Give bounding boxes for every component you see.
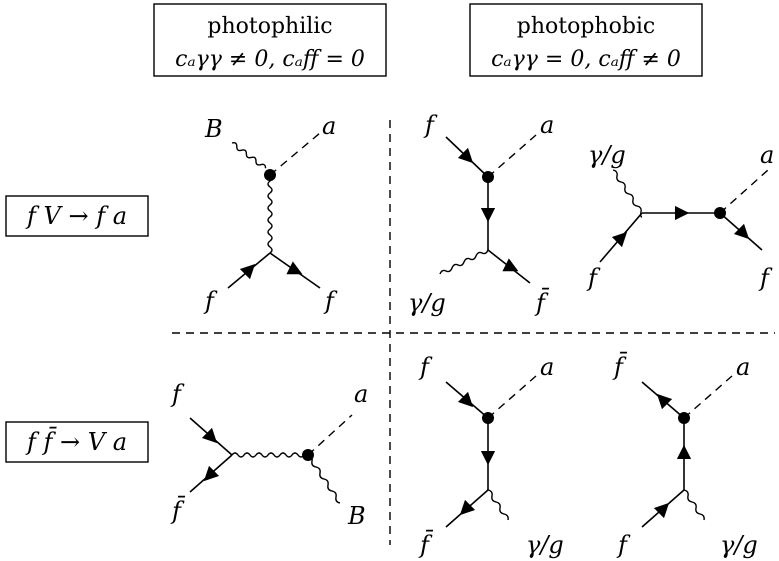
label-gamma-g: γ/g (588, 141, 626, 169)
header-photophilic-box (153, 3, 387, 77)
label-gamma-g: γ/g (408, 289, 446, 317)
photon-gluon-line (612, 169, 643, 218)
process-label-row2: f f̄ → V a (5, 421, 149, 463)
header-photophobic: photophobic cₐγγ = 0, cₐff ≠ 0 (469, 3, 703, 77)
diagram-photophobic-ffbar-Va-1: f a f̄ γ/g (418, 353, 564, 559)
label-f-out: f (758, 264, 773, 292)
label-a: a (540, 353, 554, 381)
label-a: a (354, 380, 368, 408)
diagram-photophilic-fV-fa: B a f f (203, 112, 338, 315)
antifermion-arrow (656, 393, 673, 410)
diagram-photophilic-ffbar-Va: f f̄ a B (170, 380, 368, 530)
label-a: a (736, 353, 750, 381)
diagram-photophobic-fV-fa-s: γ/g a f f (586, 141, 774, 292)
axion-line (487, 134, 537, 178)
label-f: f (586, 264, 601, 292)
fermion-in-arrow (239, 263, 256, 280)
header-photophobic-condition: cₐγγ = 0, cₐff ≠ 0 (491, 47, 681, 72)
label-B: B (347, 502, 366, 530)
fermion-in-arrow (611, 231, 628, 248)
fermion-in-arrow (201, 427, 218, 444)
label-f: f (616, 531, 631, 559)
boson-propagator-vertical (267, 174, 273, 254)
antifermion-in-arrow (203, 465, 220, 482)
label-B: B (204, 115, 223, 143)
fermion-in-arrow (457, 147, 474, 164)
diagram-photophobic-ffbar-Va-2: f̄ a f γ/g (612, 352, 758, 559)
boson-B-line (307, 454, 341, 504)
boson-B-line (231, 142, 267, 169)
header-photophilic-condition: cₐγγ ≠ 0, cₐff = 0 (175, 47, 365, 72)
label-a: a (760, 141, 774, 169)
photon-gluon-line (487, 489, 509, 521)
fermion-in-arrow (457, 391, 474, 408)
header-photophobic-title: photophobic (517, 14, 656, 39)
process-row2-text: f f̄ → V a (25, 427, 127, 456)
axion-line (683, 375, 733, 419)
label-a: a (322, 112, 336, 140)
axion-line (719, 169, 769, 214)
process-row1-box (5, 195, 149, 237)
label-f-out: f (323, 287, 338, 315)
process-row1-text: f V → f a (25, 202, 127, 230)
fermion-out-line (487, 249, 531, 284)
fermion-out-line (719, 212, 763, 251)
axion-line (487, 375, 537, 419)
label-gamma-g: γ/g (526, 531, 564, 559)
label-fbar: f̄ (170, 496, 186, 525)
process-row2-box (5, 421, 149, 463)
label-f: f (418, 353, 433, 381)
axion-line (269, 132, 321, 176)
fermion-out-arrow (502, 258, 519, 272)
label-f: f (170, 380, 185, 408)
fermion-out-arrow (733, 223, 750, 240)
antifermion-in-line (189, 454, 233, 493)
fermion-in-line (227, 252, 271, 289)
label-f-in: f (203, 287, 218, 315)
photon-gluon-line (439, 249, 489, 275)
header-photophilic-title: photophilic (207, 14, 332, 39)
label-a: a (540, 111, 554, 139)
header-photophilic: photophilic cₐγγ ≠ 0, cₐff = 0 (153, 3, 387, 77)
label-fbar: f̄ (418, 530, 434, 559)
antifermion-arrow (459, 499, 476, 516)
label-fbar: f̄ (534, 288, 550, 317)
process-label-row1: f V → f a (5, 195, 149, 237)
fermion-out-arrow (286, 261, 303, 275)
diagram-photophobic-fV-fa-t: f a γ/g f̄ (408, 111, 554, 317)
label-gamma-g: γ/g (720, 531, 758, 559)
vertex-dot (264, 169, 276, 181)
label-f: f (423, 111, 438, 139)
fermion-in-arrow (653, 502, 670, 519)
photon-gluon-line (683, 489, 705, 521)
label-fbar: f̄ (612, 352, 628, 381)
axion-line (307, 414, 353, 456)
header-photophobic-box (469, 3, 703, 77)
boson-propagator-horizontal (231, 452, 311, 458)
